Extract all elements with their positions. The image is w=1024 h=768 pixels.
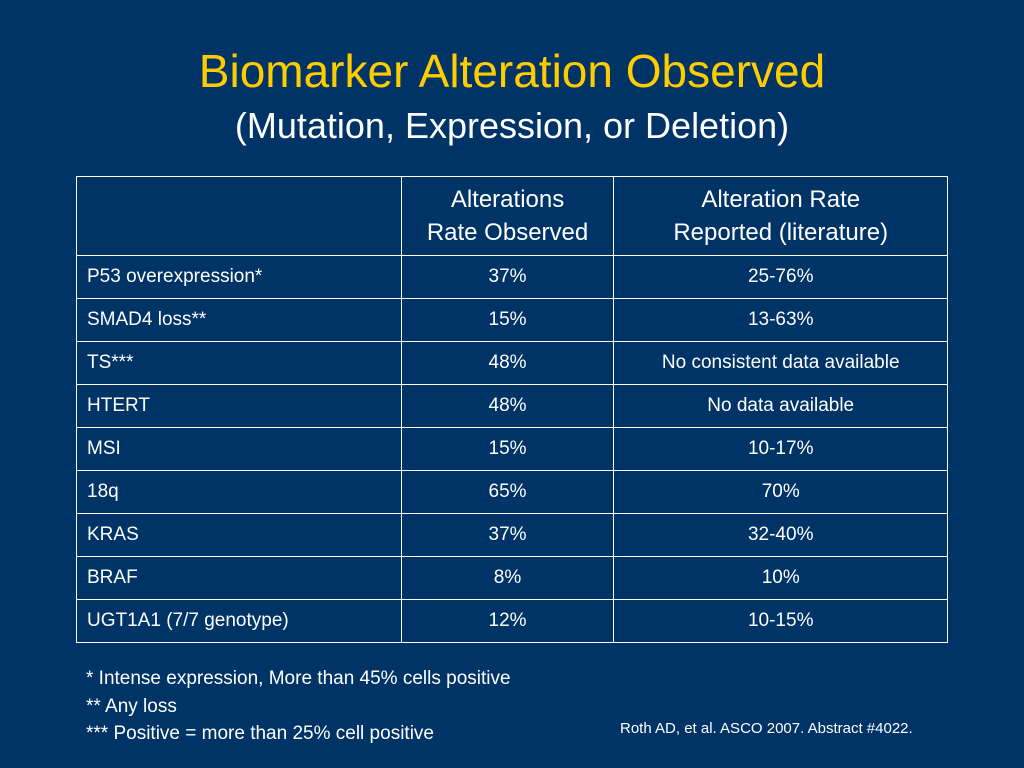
reported-rate-cell: 13-63% — [613, 298, 948, 342]
reported-rate-cell: No consistent data available — [613, 341, 948, 385]
header-observed-line2: Rate Observed — [426, 219, 589, 246]
biomarker-name-cell: TS*** — [76, 341, 402, 385]
slide-subtitle: (Mutation, Expression, or Deletion) — [234, 105, 790, 146]
reported-rate-cell: 10% — [613, 556, 948, 600]
observed-rate-cell: 15% — [400, 298, 615, 342]
observed-rate-cell: 48% — [400, 341, 615, 385]
table-row: HTERT 48% No data available — [76, 384, 948, 428]
biomarker-name-cell: 18q — [76, 470, 402, 514]
table-row: 18q 65% 70% — [76, 470, 948, 514]
reported-rate-cell: No data available — [613, 384, 948, 428]
header-cell-empty — [76, 176, 402, 256]
biomarker-name-cell: MSI — [76, 427, 402, 471]
slide-title: Biomarker Alteration Observed — [198, 45, 826, 97]
table-row: P53 overexpression* 37% 25-76% — [76, 255, 948, 299]
observed-rate-cell: 12% — [400, 599, 615, 643]
header-cell-observed: Alterations Rate Observed — [400, 176, 615, 256]
header-reported-line2: Reported (literature) — [673, 219, 889, 246]
table-row: SMAD4 loss** 15% 13-63% — [76, 298, 948, 342]
footnotes: * Intense expression, More than 45% cell… — [86, 665, 511, 748]
reported-rate-cell: 10-15% — [613, 599, 948, 643]
biomarker-name-cell: P53 overexpression* — [76, 255, 402, 299]
table-row: UGT1A1 (7/7 genotype) 12% 10-15% — [76, 599, 948, 643]
biomarker-name-cell: HTERT — [76, 384, 402, 428]
reported-rate-cell: 70% — [613, 470, 948, 514]
reported-rate-cell: 25-76% — [613, 255, 948, 299]
header-cell-reported: Alteration Rate Reported (literature) — [613, 176, 948, 256]
reported-rate-cell: 32-40% — [613, 513, 948, 557]
biomarker-table: Alterations Rate Observed Alteration Rat… — [76, 176, 948, 643]
citation: Roth AD, et al. ASCO 2007. Abstract #402… — [620, 720, 913, 737]
biomarker-name-cell: UGT1A1 (7/7 genotype) — [76, 599, 402, 643]
observed-rate-cell: 65% — [400, 470, 615, 514]
observed-rate-cell: 37% — [400, 255, 615, 299]
table-row: BRAF 8% 10% — [76, 556, 948, 600]
footnote-2: ** Any loss — [86, 695, 177, 717]
observed-rate-cell: 8% — [400, 556, 615, 600]
table-row: MSI 15% 10-17% — [76, 427, 948, 471]
observed-rate-cell: 15% — [400, 427, 615, 471]
biomarker-name-cell: KRAS — [76, 513, 402, 557]
table-row: KRAS 37% 32-40% — [76, 513, 948, 557]
table-header-row: Alterations Rate Observed Alteration Rat… — [76, 176, 948, 256]
header-reported-line1: Alteration Rate — [701, 186, 861, 213]
table-row: TS*** 48% No consistent data available — [76, 341, 948, 385]
header-observed-line1: Alterations — [450, 186, 565, 213]
footnote-1: * Intense expression, More than 45% cell… — [86, 668, 511, 689]
biomarker-name-cell: SMAD4 loss** — [76, 298, 402, 342]
biomarker-name-cell: BRAF — [76, 556, 402, 600]
observed-rate-cell: 37% — [400, 513, 615, 557]
observed-rate-cell: 48% — [400, 384, 615, 428]
reported-rate-cell: 10-17% — [613, 427, 948, 471]
footnote-3: *** Positive = more than 25% cell positi… — [86, 723, 434, 744]
